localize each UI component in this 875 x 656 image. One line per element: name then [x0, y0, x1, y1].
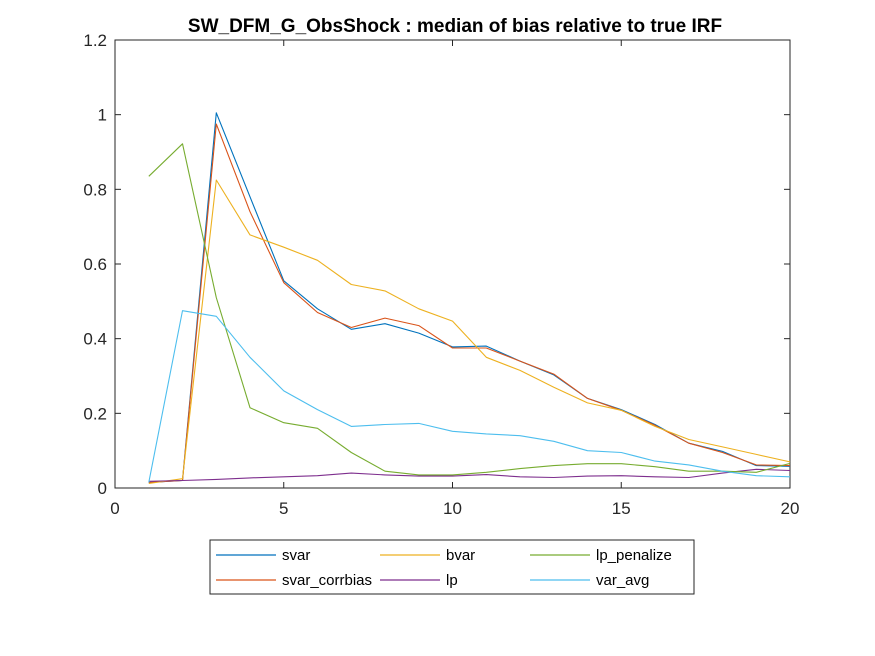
y-tick-label: 0: [98, 479, 107, 498]
legend-label-svar: svar: [282, 547, 310, 564]
series-line-bvar: [148, 179, 791, 485]
x-tick-label: 20: [781, 499, 800, 518]
legend-label-lp: lp: [446, 572, 458, 589]
legend: svar bvar lp_penalize svar_corrbias lp var_av…: [209, 539, 695, 595]
x-tick-label: 5: [279, 499, 288, 518]
series-line-var-avg: [148, 310, 791, 483]
legend-label-lp-penalize: lp_penalize: [596, 547, 672, 564]
series-line-lp-penalize: [148, 143, 791, 476]
legend-label-bvar: bvar: [446, 547, 475, 564]
y-tick-label: 0.2: [83, 404, 107, 423]
legend-label-var-avg: var_avg: [596, 572, 649, 589]
y-tick-label: 1.2: [83, 31, 107, 50]
series-line-svar-corrbias: [148, 123, 791, 483]
y-tick-label: 0.6: [83, 255, 107, 274]
series-line-lp: [148, 468, 791, 482]
plot-area: 0 5 10 15 20 0 0.2 0.4 0.6 0.8 1 1.2: [83, 31, 799, 518]
x-tick-label: 10: [443, 499, 462, 518]
legend-box: [209, 539, 695, 595]
legend-label-svar-corrbias: svar_corrbias: [282, 572, 372, 589]
y-tick-label: 0.4: [83, 330, 107, 349]
x-tick-label: 0: [110, 499, 119, 518]
axes-box: [114, 39, 791, 489]
x-tick-label: 15: [612, 499, 631, 518]
y-tick-label: 1: [98, 106, 107, 125]
chart-title: SW_DFM_G_ObsShock : median of bias relat…: [188, 16, 722, 37]
y-tick-label: 0.8: [83, 180, 107, 199]
